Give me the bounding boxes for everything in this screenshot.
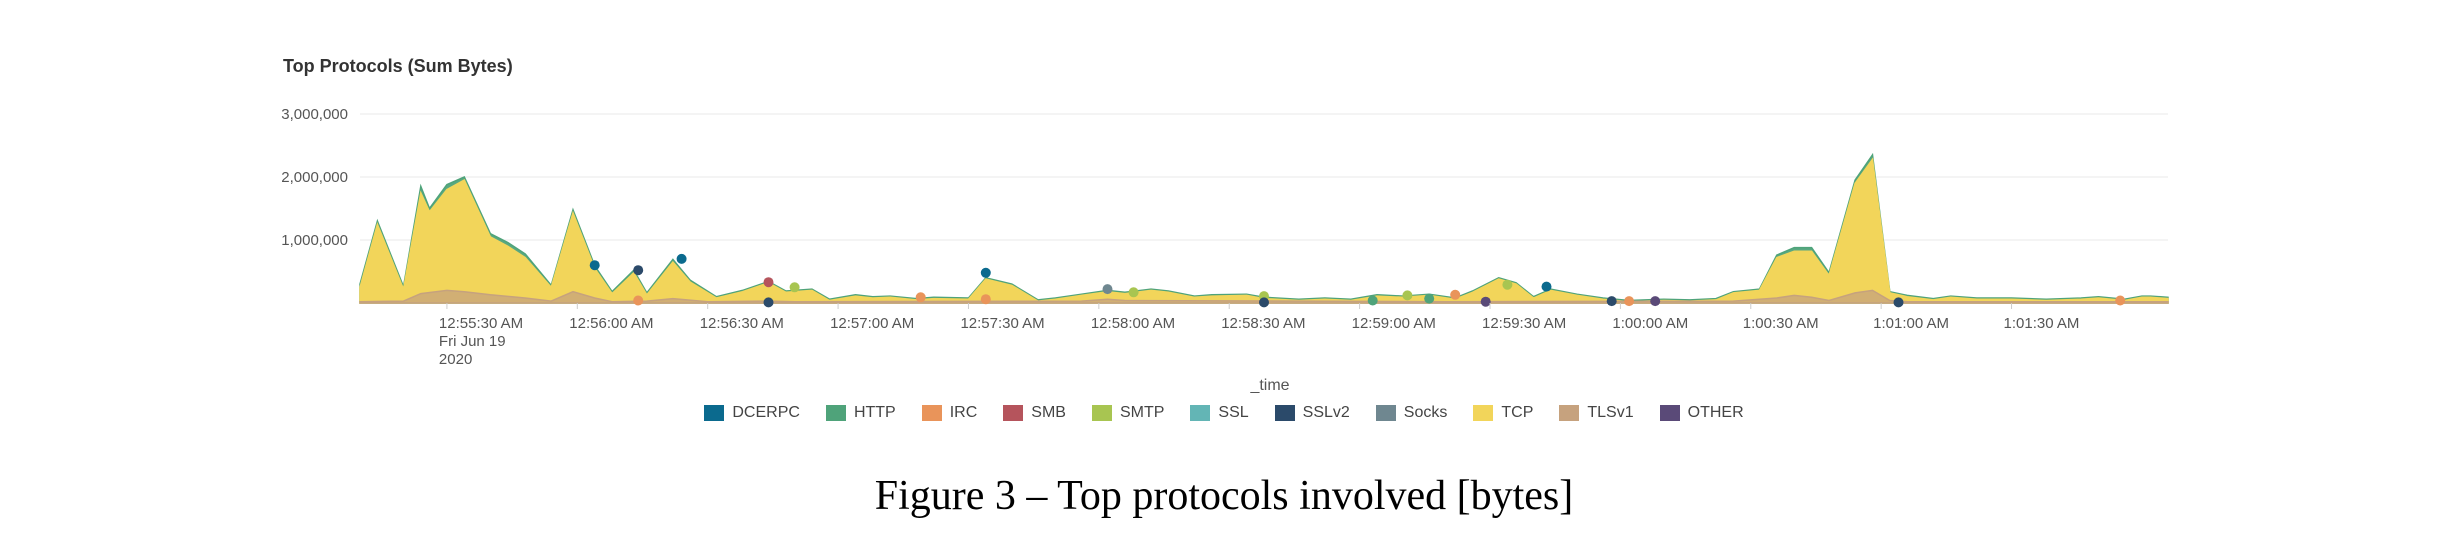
x-tick-label: 12:59:00 AM <box>1352 315 1436 332</box>
x-tick-label: 1:00:30 AM <box>1743 315 1819 332</box>
chart-title: Top Protocols (Sum Bytes) <box>283 56 513 76</box>
marker-socks <box>1102 284 1113 295</box>
legend-item-smb[interactable]: SMB <box>1003 404 1066 422</box>
legend-item-tlsv1[interactable]: TLSv1 <box>1559 404 1634 422</box>
legend-item-sslv2[interactable]: SSLv2 <box>1274 404 1350 422</box>
marker-smtp <box>1402 290 1413 301</box>
legend-swatch <box>704 405 725 421</box>
marker-irc <box>980 294 991 305</box>
legend-label: SSL <box>1218 404 1249 421</box>
legend-label: SSLv2 <box>1302 404 1350 421</box>
marker-other <box>1480 296 1491 307</box>
legend-swatch <box>1274 405 1295 421</box>
legend-item-http[interactable]: HTTP <box>825 404 896 422</box>
series-markers <box>589 253 2126 308</box>
legend-label: TCP <box>1501 404 1534 421</box>
marker-sslv2 <box>1893 297 1904 308</box>
x-tick-label: 12:58:30 AM <box>1221 315 1305 332</box>
marker-sslv2 <box>763 297 774 308</box>
legend-label: TLSv1 <box>1587 404 1634 421</box>
legend-swatch <box>1003 405 1024 421</box>
legend-item-tcp[interactable]: TCP <box>1473 404 1533 422</box>
marker-smtp <box>1502 279 1513 290</box>
legend-label: HTTP <box>853 404 896 421</box>
legend-label: SMB <box>1031 404 1066 421</box>
legend-label: SMTP <box>1119 404 1165 421</box>
marker-dcerpc <box>676 253 687 264</box>
marker-http <box>1424 293 1435 304</box>
legend-item-dcerpc[interactable]: DCERPC <box>704 404 800 422</box>
figure-caption: Figure 3 – Top protocols involved [bytes… <box>874 473 1574 519</box>
legend-item-socks[interactable]: Socks <box>1375 404 1448 422</box>
x-tick-label: 2020 <box>439 351 472 368</box>
marker-sslv2 <box>1606 296 1617 307</box>
marker-smb <box>763 277 774 288</box>
legend-item-ssl[interactable]: SSL <box>1190 404 1249 422</box>
legend-item-irc[interactable]: IRC <box>921 404 978 422</box>
x-tick-label: Fri Jun 19 <box>439 333 506 350</box>
x-tick-label: 12:59:30 AM <box>1482 315 1566 332</box>
x-tick-label: 12:56:30 AM <box>700 315 784 332</box>
y-tick-label: 2,000,000 <box>281 169 348 186</box>
x-tick-label: 12:58:00 AM <box>1091 315 1175 332</box>
x-tick-label: 12:55:30 AM <box>439 315 523 332</box>
x-tick-label: 12:57:00 AM <box>830 315 914 332</box>
marker-irc <box>2115 295 2126 306</box>
legend: DCERPC HTTP IRC SMB SMTP SSL SSLv2 Socks TCP TLSv… <box>0 404 2448 422</box>
marker-dcerpc <box>589 260 600 271</box>
marker-other <box>1650 296 1661 307</box>
marker-smtp <box>1128 287 1139 298</box>
x-tick-label: 12:56:00 AM <box>569 315 653 332</box>
marker-irc <box>1624 296 1635 307</box>
legend-label: IRC <box>949 404 978 421</box>
legend-label: OTHER <box>1687 404 1744 421</box>
marker-dcerpc <box>980 267 991 278</box>
legend-label: DCERPC <box>732 404 800 421</box>
area-series <box>359 152 2169 304</box>
legend-swatch <box>1190 405 1211 421</box>
x-tick-label: 1:01:00 AM <box>1873 315 1949 332</box>
marker-dcerpc <box>1541 281 1552 292</box>
legend-swatch <box>921 405 942 421</box>
legend-swatch <box>1559 405 1580 421</box>
legend-item-other[interactable]: OTHER <box>1659 404 1744 422</box>
y-tick-label: 1,000,000 <box>281 232 348 249</box>
y-tick-label: 3,000,000 <box>281 106 348 123</box>
marker-irc <box>915 292 926 303</box>
area-tcp <box>359 157 2169 304</box>
x-tick-label: 1:01:30 AM <box>2004 315 2080 332</box>
marker-sslv2 <box>1259 297 1269 308</box>
marker-irc <box>633 295 644 306</box>
x-tick-label: 12:57:30 AM <box>960 315 1044 332</box>
marker-http <box>1367 295 1378 306</box>
area-tlsv1 <box>359 289 2169 304</box>
x-tick-label: 1:00:00 AM <box>1612 315 1688 332</box>
marker-irc <box>1450 289 1461 300</box>
legend-label: Socks <box>1403 404 1448 421</box>
legend-swatch <box>1375 405 1396 421</box>
legend-item-smtp[interactable]: SMTP <box>1091 404 1165 422</box>
y-axis: 3,000,000 2,000,000 1,000,000 <box>281 106 348 249</box>
legend-swatch <box>1091 405 1112 421</box>
marker-sslv2 <box>633 265 644 276</box>
legend-swatch <box>1659 405 1680 421</box>
legend-swatch <box>825 405 846 421</box>
legend-swatch <box>1473 405 1494 421</box>
marker-smtp <box>789 282 800 293</box>
x-axis-title: _time <box>1249 377 1289 394</box>
